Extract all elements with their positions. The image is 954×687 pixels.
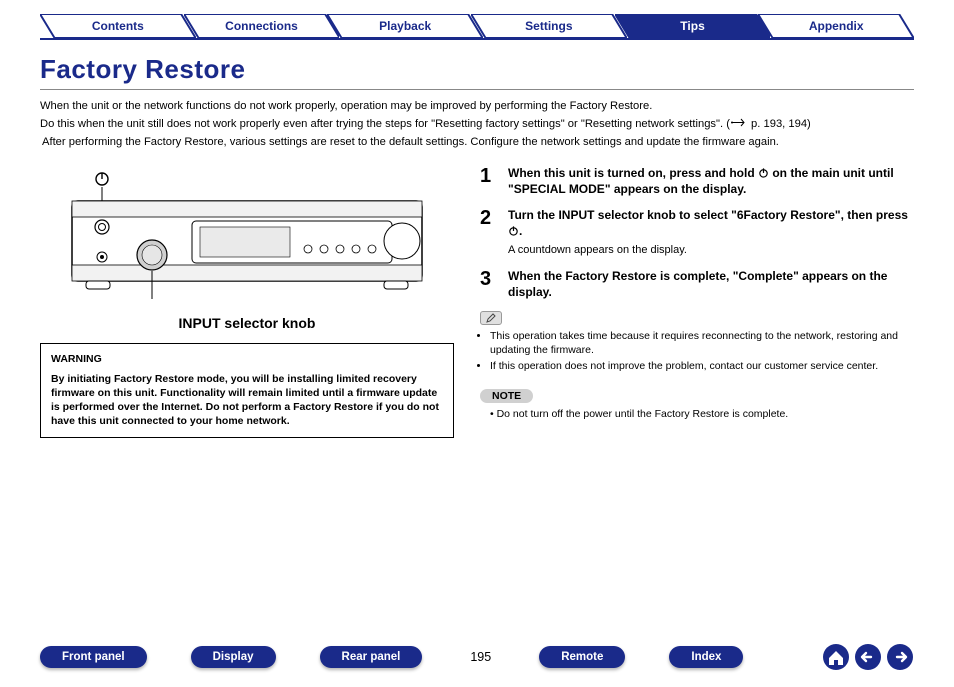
- tab-tips[interactable]: Tips: [615, 14, 771, 38]
- note-pill: NOTE: [480, 389, 533, 403]
- selector-caption: INPUT selector knob: [40, 315, 454, 331]
- tab-appendix[interactable]: Appendix: [758, 14, 914, 38]
- info-bullet-0: This operation takes time because it req…: [490, 329, 914, 357]
- step-3: 3 When the Factory Restore is complete, …: [480, 268, 914, 300]
- footer-pill-remote[interactable]: Remote: [539, 646, 625, 668]
- intro-p1: When the unit or the network functions d…: [40, 98, 914, 114]
- tab-settings[interactable]: Settings: [471, 14, 627, 38]
- warning-body: By initiating Factory Restore mode, you …: [51, 372, 443, 429]
- power-icon: [508, 224, 519, 235]
- next-page-icon[interactable]: [886, 643, 914, 671]
- warning-box: WARNING By initiating Factory Restore mo…: [40, 343, 454, 438]
- footer: Front panel Display Rear panel 195 Remot…: [40, 643, 914, 671]
- pencil-note-icon: [480, 311, 502, 325]
- info-bullets: This operation takes time because it req…: [480, 329, 914, 374]
- warning-head: WARNING: [51, 352, 443, 366]
- device-illustration: [40, 169, 454, 309]
- intro-p3: After performing the Factory Restore, va…: [40, 134, 914, 150]
- footer-pill-index[interactable]: Index: [669, 646, 743, 668]
- pointing-hand-icon: [730, 117, 748, 128]
- footer-pill-front-panel[interactable]: Front panel: [40, 646, 147, 668]
- intro-p2: Do this when the unit still does not wor…: [40, 116, 914, 132]
- power-icon: [758, 166, 769, 177]
- step-2: 2 Turn the INPUT selector knob to select…: [480, 207, 914, 258]
- footer-pill-display[interactable]: Display: [191, 646, 276, 668]
- intro-block: When the unit or the network functions d…: [40, 98, 914, 151]
- home-icon[interactable]: [822, 643, 850, 671]
- prev-page-icon[interactable]: [854, 643, 882, 671]
- tab-contents[interactable]: Contents: [40, 14, 196, 38]
- footer-pill-rear-panel[interactable]: Rear panel: [320, 646, 423, 668]
- top-tabs: Contents Connections Playback Settings T…: [40, 14, 914, 40]
- tab-playback[interactable]: Playback: [327, 14, 483, 38]
- tab-connections[interactable]: Connections: [184, 14, 340, 38]
- step-1: 1 When this unit is turned on, press and…: [480, 165, 914, 197]
- info-bullet-1: If this operation does not improve the p…: [490, 359, 914, 373]
- note-text: Do not turn off the power until the Fact…: [480, 408, 914, 420]
- page-title: Factory Restore: [40, 54, 914, 90]
- page-number: 195: [470, 650, 491, 664]
